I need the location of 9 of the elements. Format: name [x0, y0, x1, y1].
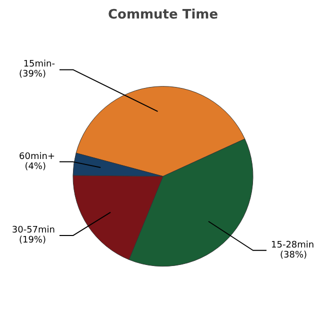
slice-label: 15min- — [23, 60, 55, 70]
slice-label: 60min+ — [19, 152, 56, 162]
data-label: (38%) — [280, 250, 308, 260]
data-label: (4%) — [24, 162, 46, 172]
data-label: (19%) — [18, 236, 46, 246]
data-label: (39%) — [18, 70, 46, 80]
slice-label: 30-57min — [12, 226, 55, 236]
slice-label: 15-28min — [271, 240, 314, 250]
chart-title: Commute Time — [108, 8, 218, 22]
